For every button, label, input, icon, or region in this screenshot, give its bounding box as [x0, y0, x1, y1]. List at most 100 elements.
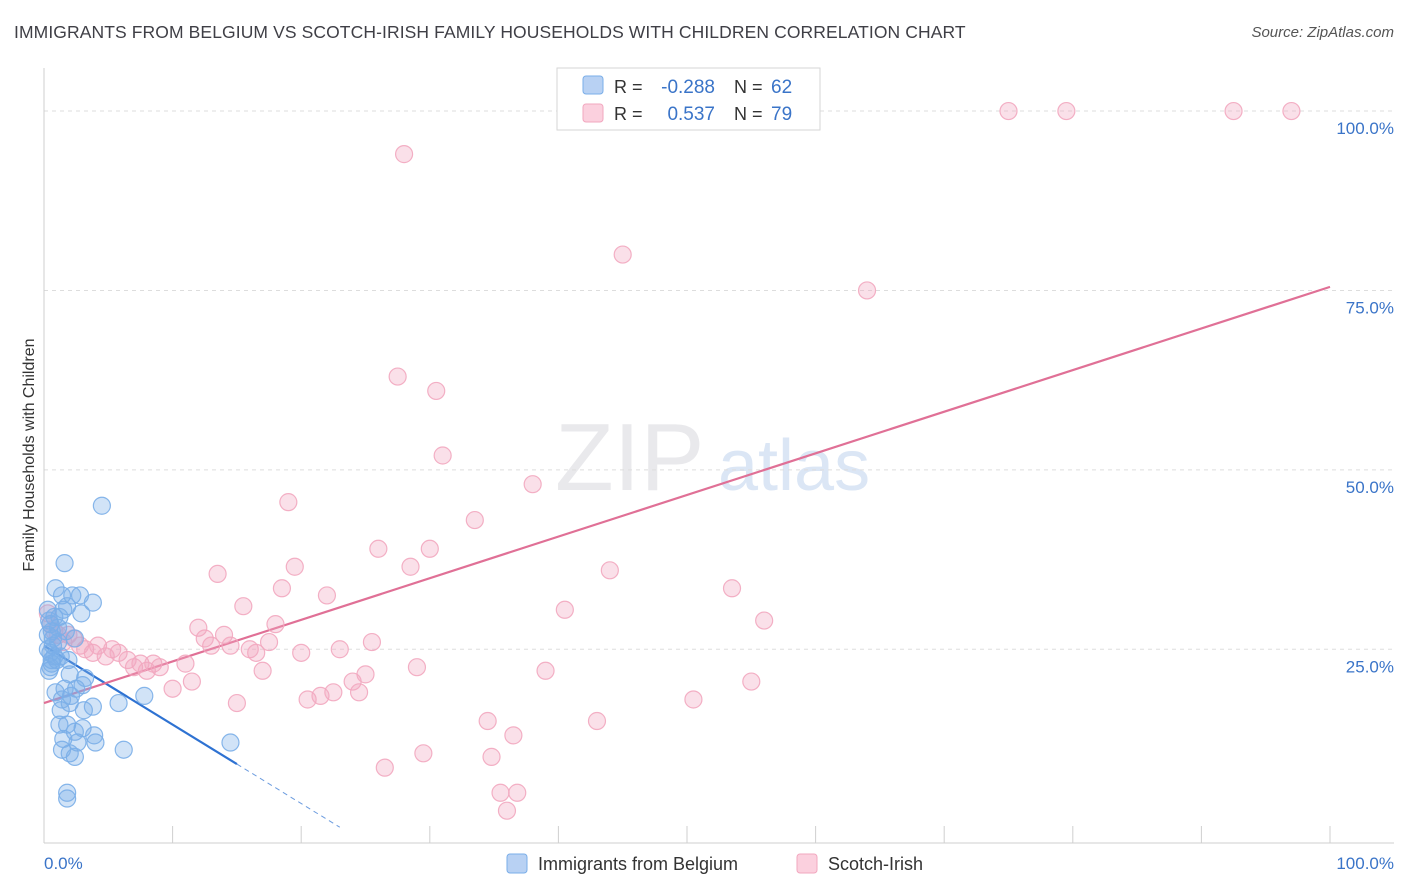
belgium-point [63, 586, 82, 605]
scotch-irish-point [1057, 101, 1076, 121]
scotch-irish-point [742, 672, 761, 691]
belgium-point [52, 586, 72, 605]
y-tick-label-50: 50.0% [1346, 478, 1394, 497]
scotch-irish-point [401, 557, 420, 576]
watermark-zip: ZIP [555, 404, 704, 511]
stats-n-label-pink: N = [734, 104, 763, 124]
scotch-irish-point [999, 101, 1018, 121]
stats-n-value-pink: 79 [771, 104, 792, 125]
scotch-irish-point [324, 683, 343, 702]
scotch-irish-point [587, 711, 607, 731]
belgium-points [38, 496, 240, 808]
legend-label-belgium[interactable]: Immigrants from Belgium [538, 854, 738, 874]
belgium-point [114, 740, 133, 759]
scotch-irish-point [221, 636, 240, 655]
y-tick-label-25: 25.0% [1346, 657, 1394, 676]
scotch-irish-points [38, 101, 1301, 820]
scotch-irish-point [356, 665, 375, 684]
x-tick-label-max: 100.0% [1336, 854, 1394, 873]
scotch-irish-point [684, 690, 703, 709]
scotch-irish-point [1224, 101, 1243, 121]
scotch-irish-point [427, 381, 446, 401]
watermark-atlas: atlas [718, 426, 870, 506]
belgium-point [109, 693, 128, 713]
stats-r-value-pink: 0.537 [667, 104, 715, 125]
scotch-irish-point [202, 636, 221, 655]
scotch-irish-point [317, 586, 337, 605]
scotch-irish-point [504, 726, 523, 745]
belgium-point [49, 632, 68, 652]
scotch-irish-point [433, 446, 452, 465]
scotch-irish-point [292, 643, 311, 662]
legend-label-scotch-irish[interactable]: Scotch-Irish [828, 854, 923, 874]
scotch-irish-point [163, 679, 182, 698]
belgium-point [58, 783, 77, 802]
belgium-point [86, 733, 105, 752]
chart-title: IMMIGRANTS FROM BELGIUM VS SCOTCH-IRISH … [14, 22, 966, 42]
belgium-point [221, 733, 240, 752]
belgium-trend-line [43, 644, 238, 766]
belgium-point [46, 683, 65, 702]
scotch-irish-point [722, 579, 742, 598]
belgium-point [58, 789, 77, 808]
scotch-irish-point [234, 597, 253, 616]
scotch-irish-point [195, 629, 214, 648]
scotch-irish-point [491, 783, 510, 802]
belgium-point [74, 701, 93, 720]
scotch-irish-point [375, 758, 394, 777]
belgium-point [60, 744, 79, 763]
stats-r-label-pink: R = [614, 104, 643, 124]
stats-r-value-blue: -0.288 [661, 77, 715, 98]
scotch-irish-point [253, 661, 272, 680]
scotch-irish-point [555, 600, 574, 619]
stats-legend-swatch-blue [582, 75, 604, 95]
scotch-irish-point [150, 658, 169, 677]
belgium-point [83, 697, 102, 716]
scotch-irish-point [266, 615, 285, 634]
stats-r-label-blue: R = [614, 77, 643, 97]
belgium-point [55, 554, 74, 573]
y-tick-label-75: 75.0% [1346, 298, 1394, 317]
scotch-irish-point [523, 475, 542, 494]
y-tick-label-100: 100.0% [1336, 119, 1394, 138]
scotch-irish-point [349, 683, 369, 702]
scotch-irish-point [214, 625, 234, 644]
belgium-point [73, 719, 92, 738]
belgium-point [135, 686, 154, 705]
belgium-point [58, 715, 77, 734]
stats-legend-swatch-pink [582, 103, 604, 123]
chart-source: Source: ZipAtlas.com [1251, 24, 1394, 41]
scotch-irish-point [536, 661, 555, 680]
scotch-irish-point [369, 539, 388, 558]
gridlines [44, 110, 1394, 650]
belgium-point [85, 726, 104, 745]
scotch-irish-point [247, 643, 266, 662]
scotch-irish-point [478, 711, 497, 731]
belgium-trend-extension [236, 763, 341, 828]
scotch-irish-point [208, 564, 227, 584]
scotch-irish-point [259, 632, 279, 652]
scotch-irish-point [613, 245, 632, 264]
series-legend: Immigrants from Belgium Scotch-Irish [506, 853, 923, 874]
scotch-irish-point [414, 744, 433, 763]
belgium-point [73, 676, 92, 695]
scotch-irish-point [285, 557, 304, 576]
scotch-irish-point [189, 618, 208, 637]
belgium-point [50, 715, 69, 734]
belgium-point [65, 629, 84, 648]
x-ticks [172, 826, 1331, 843]
belgium-point [65, 747, 84, 766]
y-axis-label: Family Households with Children [21, 339, 38, 572]
scotch-irish-point [600, 561, 619, 580]
legend-swatch-scotch-irish[interactable] [796, 853, 818, 874]
belgium-point [38, 625, 57, 644]
legend-swatch-belgium[interactable] [506, 853, 528, 874]
scotch-irish-point [227, 693, 246, 713]
scotch-irish-point [420, 539, 439, 558]
y-tick-labels: 25.0% 50.0% 75.0% 100.0% [1336, 119, 1394, 676]
scotch-irish-trend-line [43, 285, 1331, 705]
scotch-irish-point [465, 510, 484, 530]
scotch-irish-point [857, 281, 877, 300]
scotch-irish-point [497, 801, 517, 820]
